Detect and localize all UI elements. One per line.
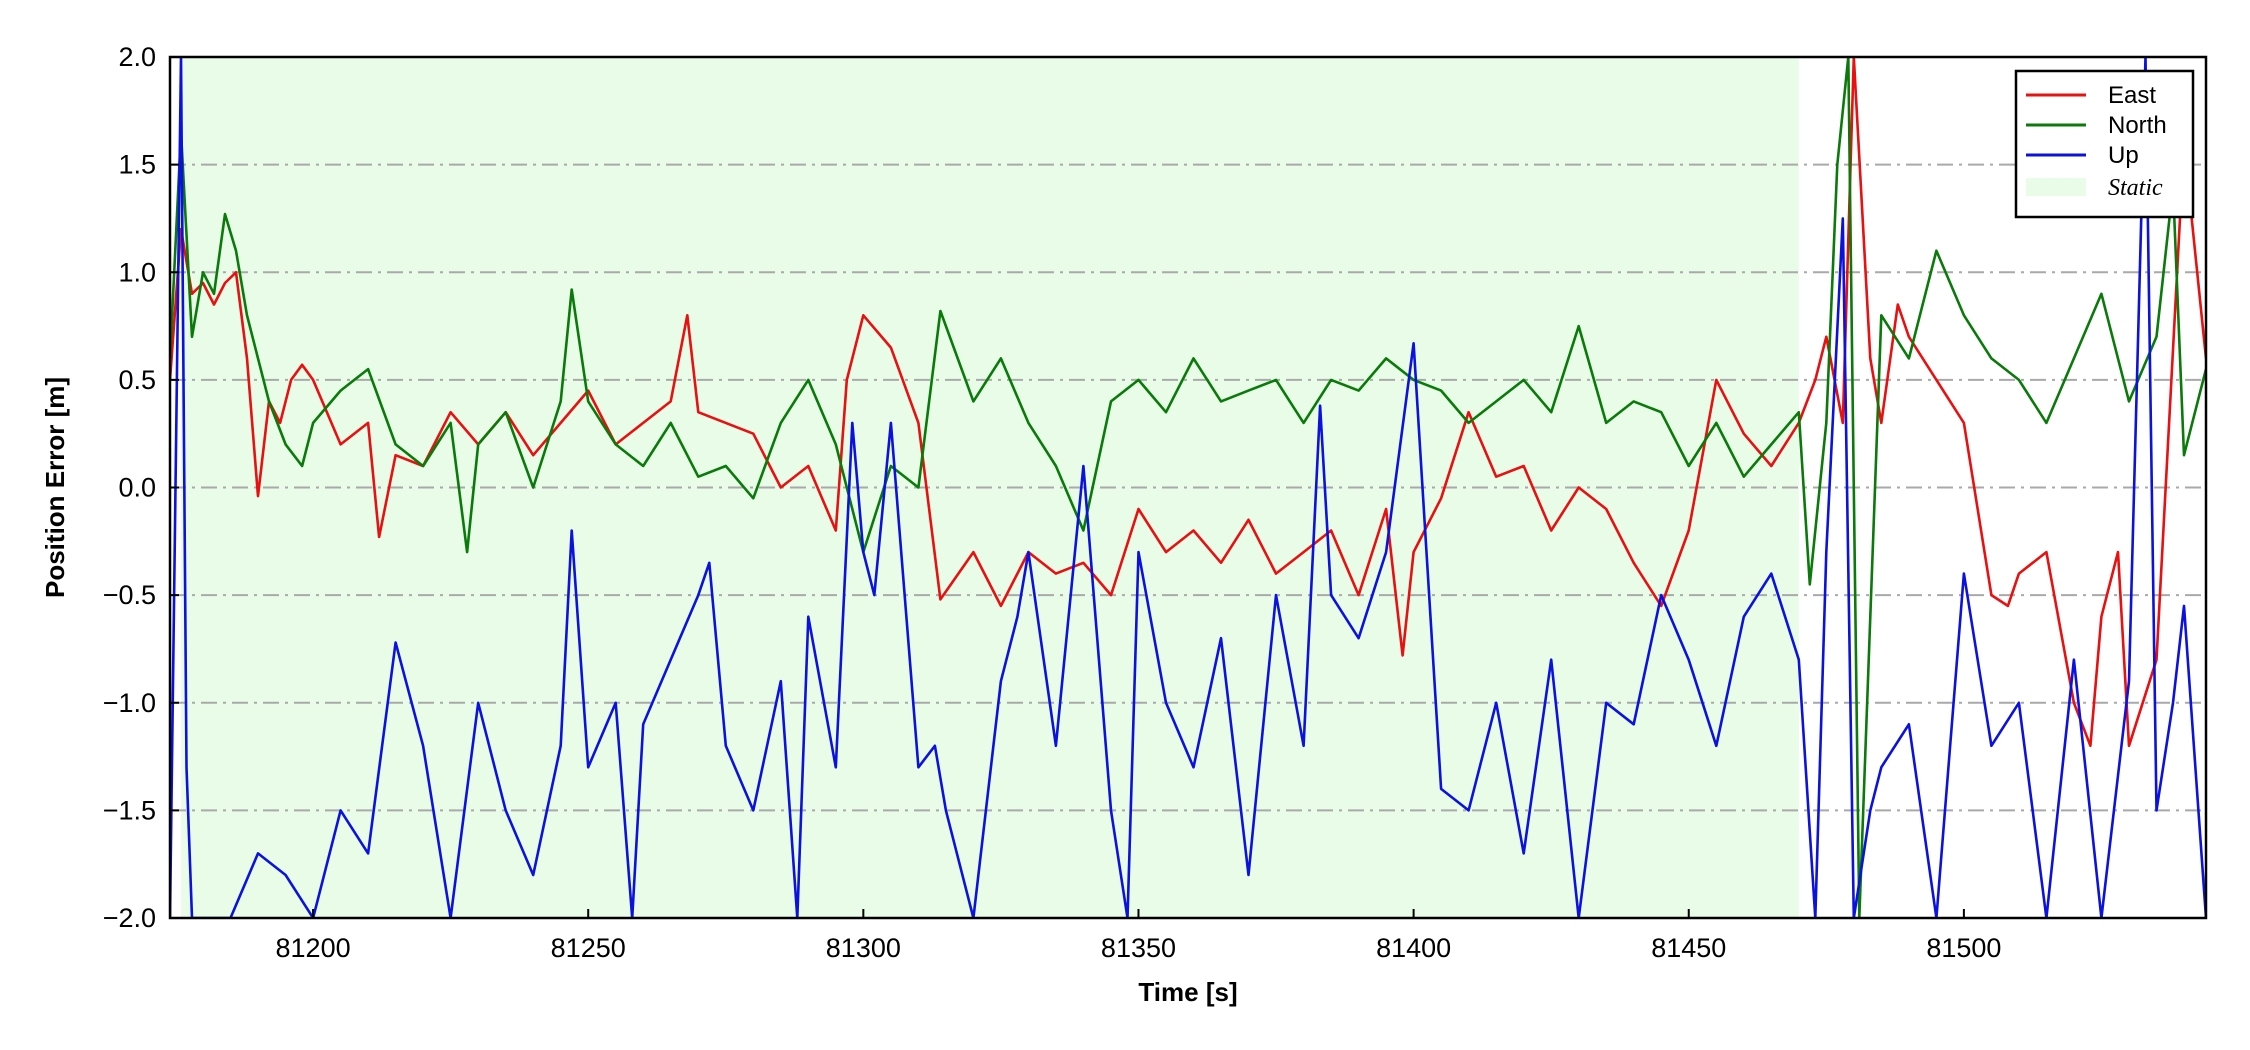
x-tick-label-2: 81300	[826, 933, 901, 963]
legend: East North Up Static	[2014, 69, 2195, 219]
y-tick-label-3: 0.5	[118, 365, 156, 395]
y-tick-label-8: −2.0	[103, 903, 156, 933]
x-tick-label-1: 81250	[551, 933, 626, 963]
y-tick-label-6: −1.0	[103, 688, 156, 718]
x-axis-label: Time [s]	[1138, 977, 1237, 1007]
x-tick-label-0: 81200	[276, 933, 351, 963]
legend-label-static: Static	[2108, 175, 2163, 201]
series-line-east	[170, 57, 2206, 748]
y-tick-label-7: −1.5	[103, 795, 156, 825]
series-lines	[170, 57, 2206, 918]
x-tick-label-3: 81350	[1101, 933, 1176, 963]
y-axis-ticks: 2.0 1.5 1.0 0.5 0.0 −0.5 −1.0 −1.5 −2.0	[103, 42, 179, 933]
y-tick-label-2: 1.0	[118, 257, 156, 287]
series-line-north	[170, 57, 2206, 918]
x-tick-label-6: 81500	[1926, 933, 2001, 963]
y-tick-label-0: 2.0	[118, 42, 156, 72]
y-axis-label: Position Error [m]	[40, 377, 70, 598]
y-tick-label-4: 0.0	[118, 473, 156, 503]
legend-swatch-static	[2026, 178, 2086, 196]
x-tick-label-4: 81400	[1376, 933, 1451, 963]
y-tick-label-5: −0.5	[103, 580, 156, 610]
series-line-up	[170, 57, 2206, 918]
legend-label-north: North	[2108, 112, 2167, 139]
x-axis-ticks: 81200 81250 81300 81350 81400 81450 81500	[276, 909, 2001, 963]
legend-label-east: East	[2108, 82, 2156, 109]
x-tick-label-5: 81450	[1651, 933, 1726, 963]
legend-label-up: Up	[2108, 142, 2139, 169]
y-tick-label-1: 1.5	[118, 150, 156, 180]
